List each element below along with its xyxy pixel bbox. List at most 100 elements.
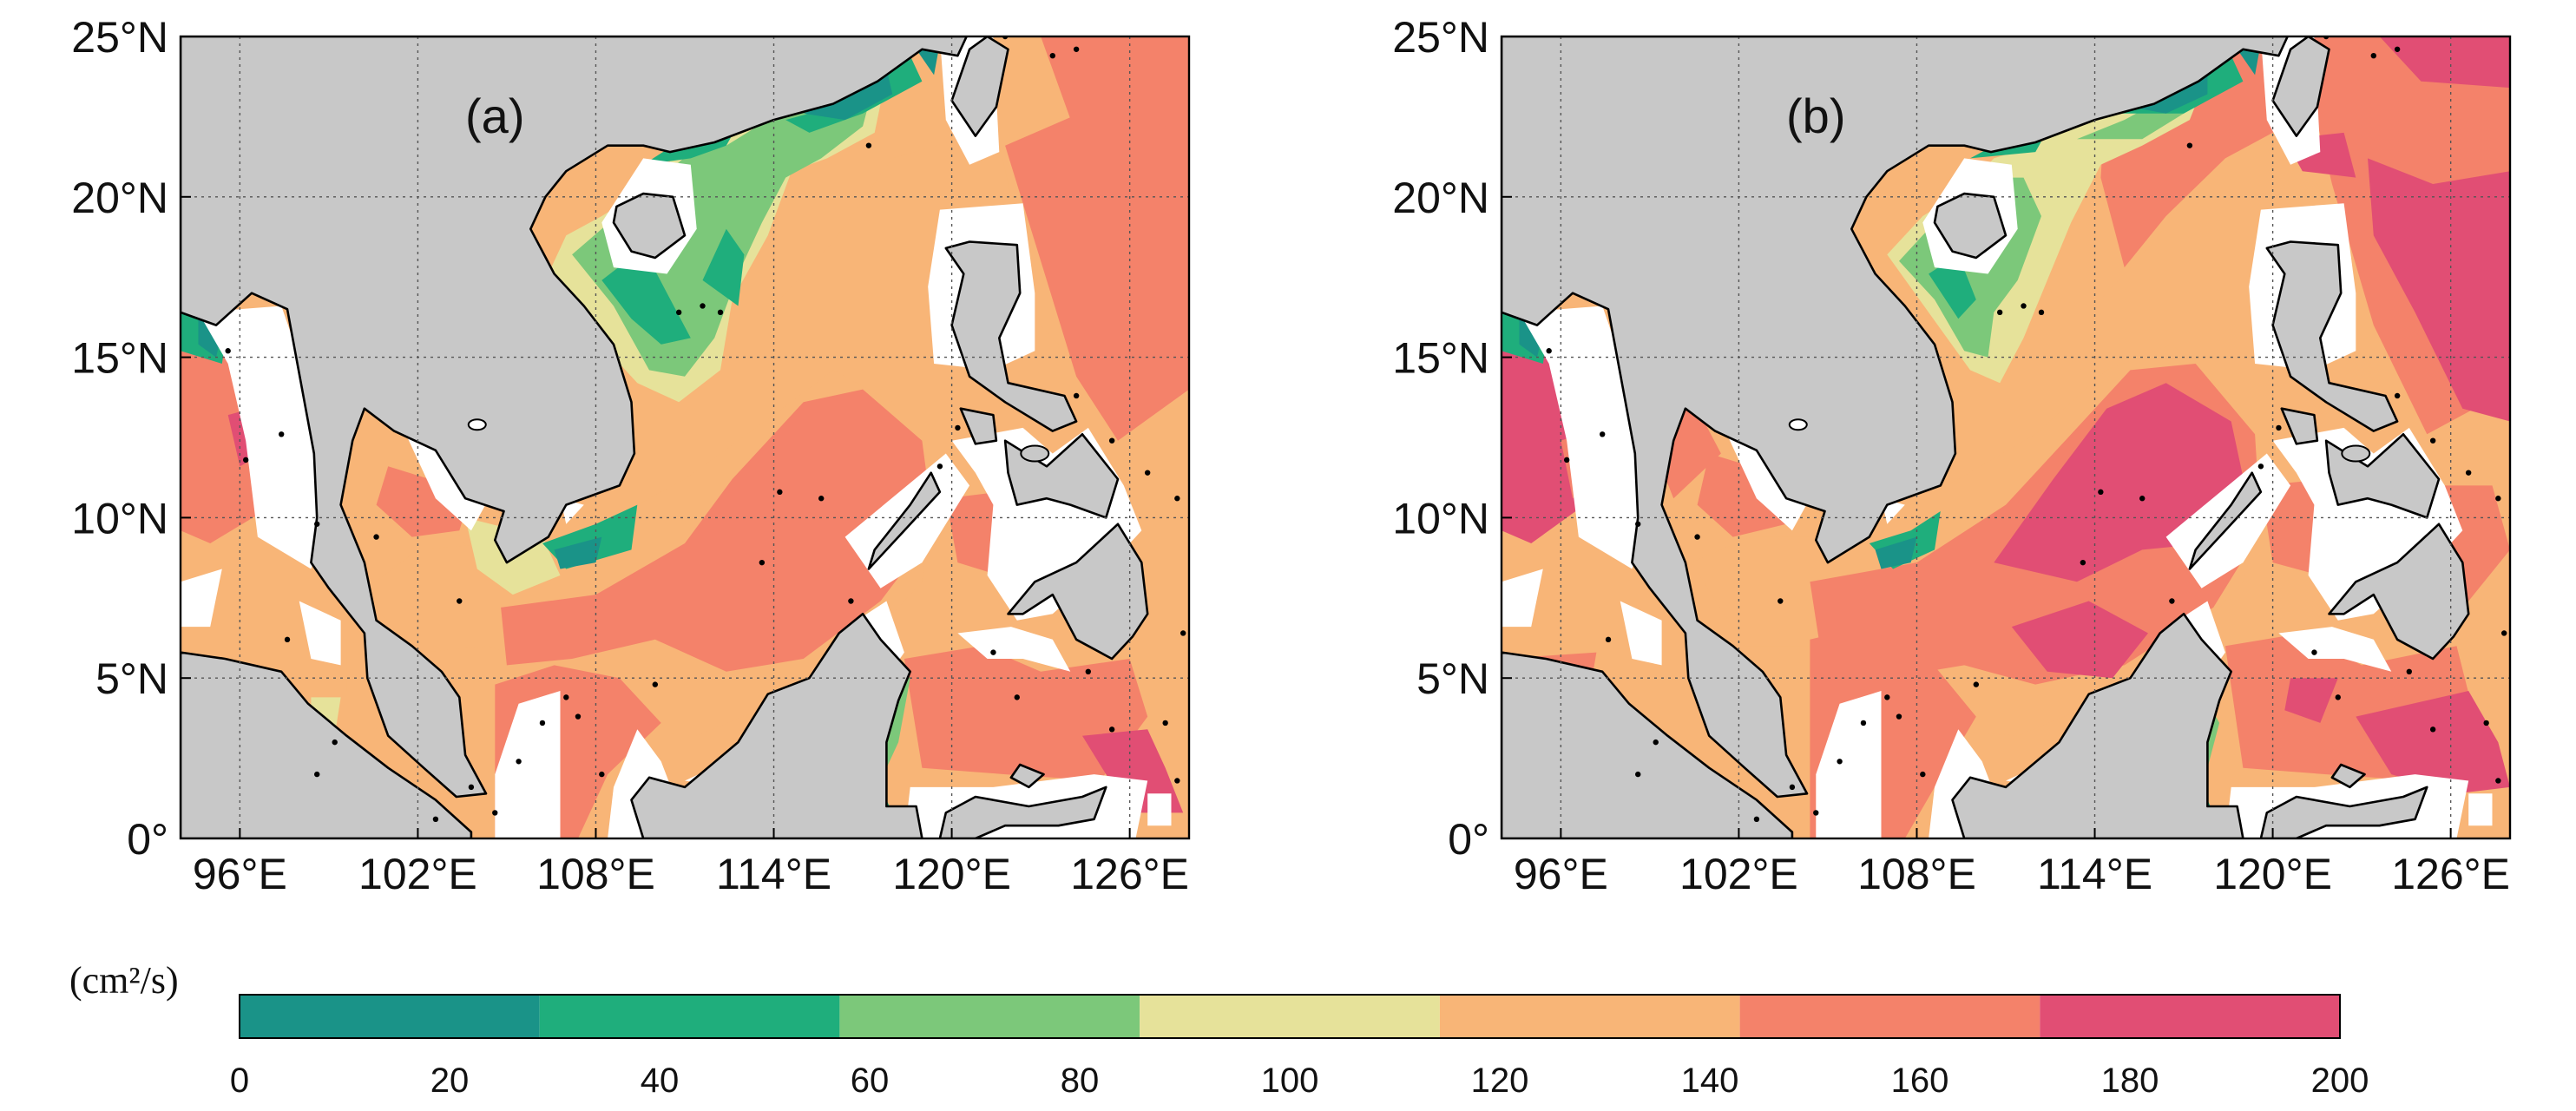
small-island bbox=[468, 784, 475, 791]
small-island bbox=[1920, 771, 1926, 778]
small-island bbox=[1789, 784, 1796, 791]
land-mass bbox=[1502, 36, 2289, 799]
x-tick-label: 126°E bbox=[1070, 850, 1189, 898]
small-island bbox=[848, 598, 854, 604]
small-island bbox=[432, 816, 439, 823]
contour-region bbox=[1875, 536, 1917, 569]
colorbar-tick-label: 160 bbox=[1891, 1062, 1949, 1100]
small-island bbox=[539, 720, 546, 726]
small-island bbox=[2394, 46, 2401, 52]
small-island bbox=[2139, 496, 2146, 502]
contour-region bbox=[501, 389, 935, 672]
colorbar-segment bbox=[1739, 995, 2040, 1038]
map-field bbox=[1502, 36, 2510, 838]
x-tick-label: 96°E bbox=[1514, 850, 1608, 898]
map-panel-b: 96°E 102°E 108°E 114°E 120°E 126°E 0° 5°N 10°N 15… bbox=[1323, 0, 2576, 937]
land-mass bbox=[2265, 240, 2399, 432]
land-mass bbox=[959, 407, 998, 445]
x-tick-label: 126°E bbox=[2391, 850, 2510, 898]
small-island bbox=[1049, 52, 1055, 59]
map-frame bbox=[179, 35, 1191, 840]
x-tick-label: 108°E bbox=[1857, 850, 1976, 898]
small-island bbox=[1635, 771, 1641, 778]
land-mass bbox=[1003, 432, 1120, 519]
small-island bbox=[2406, 668, 2412, 675]
small-island bbox=[516, 759, 522, 765]
small-island bbox=[457, 598, 463, 604]
land-mass bbox=[944, 240, 1078, 432]
colorbar-segment bbox=[240, 995, 540, 1038]
colorbar-tick-label: 140 bbox=[1681, 1062, 1739, 1100]
nodata-region bbox=[181, 569, 222, 628]
y-tick-label: 0° bbox=[127, 815, 168, 864]
land-mass bbox=[2330, 763, 2366, 789]
land-mass bbox=[2259, 786, 2428, 838]
small-island bbox=[284, 636, 291, 643]
small-island bbox=[1014, 694, 1020, 700]
land-mass bbox=[1933, 192, 2008, 260]
small-island bbox=[314, 521, 320, 527]
map-field bbox=[181, 36, 1189, 838]
contour-region bbox=[2368, 158, 2510, 422]
land-mass bbox=[1009, 763, 1045, 789]
small-island bbox=[990, 649, 996, 655]
land-mass bbox=[630, 612, 923, 838]
nodata-region bbox=[1502, 569, 1543, 628]
small-island bbox=[279, 431, 285, 437]
small-island bbox=[1180, 630, 1186, 636]
small-island bbox=[1635, 521, 1641, 527]
small-island bbox=[2429, 437, 2436, 444]
small-island bbox=[652, 681, 659, 687]
contour-region bbox=[2356, 691, 2510, 794]
small-island bbox=[2276, 424, 2282, 431]
nodata-region bbox=[299, 601, 341, 666]
small-island bbox=[1174, 778, 1180, 784]
contour-region bbox=[1519, 319, 1543, 358]
y-tick-label: 10°N bbox=[71, 494, 168, 542]
small-island bbox=[955, 424, 961, 431]
small-island bbox=[1162, 720, 1168, 726]
small-island bbox=[1813, 810, 1819, 816]
small-island bbox=[2429, 726, 2436, 733]
land-mass bbox=[181, 36, 968, 799]
small-island bbox=[2038, 309, 2045, 316]
small-island bbox=[373, 534, 379, 540]
colorbar-tick-label: 200 bbox=[2311, 1062, 2369, 1100]
small-island bbox=[1605, 636, 1612, 643]
small-island bbox=[818, 496, 825, 502]
small-island bbox=[575, 713, 582, 720]
small-island bbox=[242, 457, 249, 463]
small-island bbox=[2483, 720, 2489, 726]
small-island bbox=[332, 739, 338, 746]
colorbar: 0 20 40 60 80 100 120 140 160 180 200 bbox=[0, 937, 2576, 1111]
nodata-region bbox=[2278, 627, 2392, 672]
small-island bbox=[777, 489, 783, 496]
small-island bbox=[563, 694, 569, 700]
x-tick-label: 108°E bbox=[536, 850, 655, 898]
small-island bbox=[599, 771, 605, 778]
small-island bbox=[865, 142, 872, 148]
contour-region bbox=[2011, 601, 2148, 679]
colorbar-segment bbox=[2040, 995, 2340, 1038]
land-mass bbox=[2328, 523, 2470, 661]
island bbox=[2341, 444, 2371, 463]
y-tick-label: 5°N bbox=[95, 654, 168, 703]
small-island bbox=[1753, 816, 1760, 823]
contour-region bbox=[904, 646, 1148, 781]
contour-region bbox=[702, 228, 745, 306]
small-island bbox=[2495, 778, 2501, 784]
land-mass bbox=[2188, 471, 2263, 570]
colorbar-tick-label: 0 bbox=[230, 1062, 249, 1100]
island bbox=[1020, 444, 1050, 463]
map-frame bbox=[1500, 35, 2512, 840]
small-island bbox=[1108, 437, 1115, 444]
colorbar-tick-label: 100 bbox=[1261, 1062, 1319, 1100]
colorbar-tick-label: 120 bbox=[1471, 1062, 1529, 1100]
small-island bbox=[936, 463, 943, 470]
land-mass bbox=[1502, 651, 1794, 838]
land-mass bbox=[2271, 36, 2330, 137]
small-island bbox=[1837, 759, 1843, 765]
small-island bbox=[700, 303, 706, 309]
small-island bbox=[2465, 470, 2472, 476]
contour-region bbox=[601, 247, 691, 345]
